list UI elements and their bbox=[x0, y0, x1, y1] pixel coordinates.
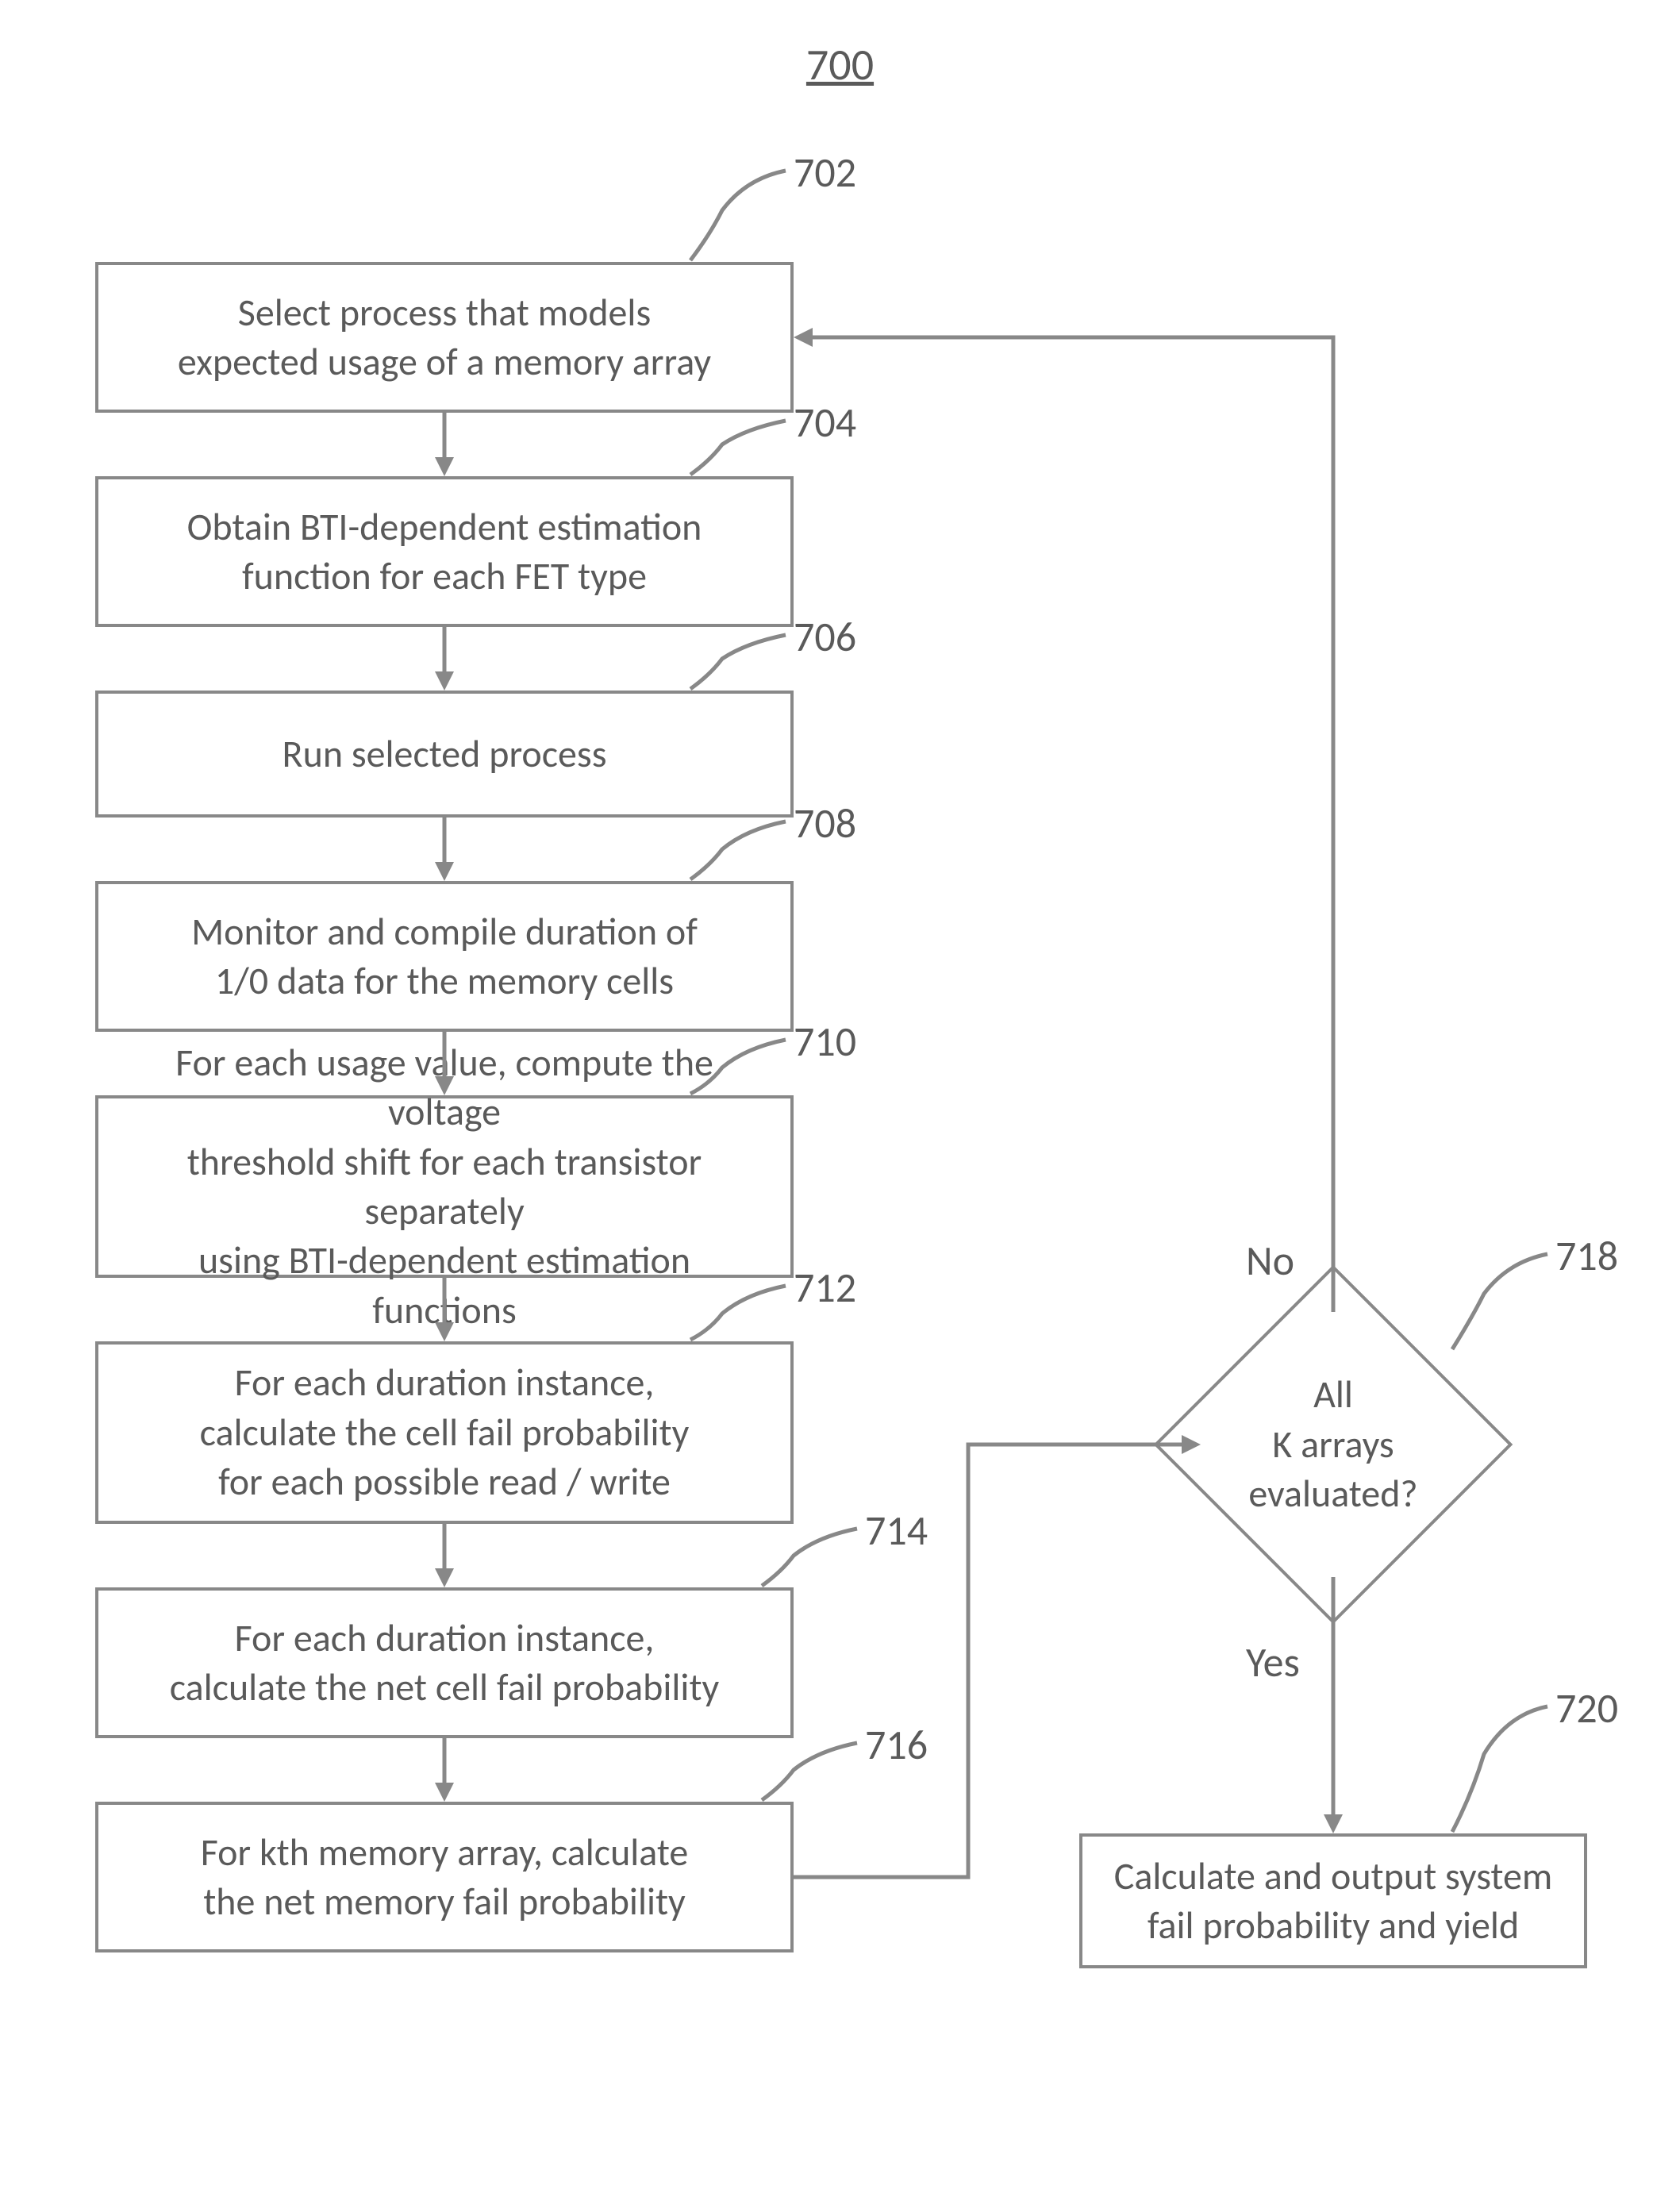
node-704: Obtain BTI-dependent estimationfunction … bbox=[95, 476, 794, 627]
node-716: For kth memory array, calculatethe net m… bbox=[95, 1802, 794, 1952]
node-708: Monitor and compile duration of1/0 data … bbox=[95, 881, 794, 1032]
node-712: For each duration instance,calculate the… bbox=[95, 1341, 794, 1524]
ref-712: 712 bbox=[794, 1262, 856, 1313]
node-720-text: Calculate and output systemfail probabil… bbox=[1114, 1852, 1552, 1951]
ref-718: 718 bbox=[1555, 1230, 1618, 1281]
node-702: Select process that modelsexpected usage… bbox=[95, 262, 794, 413]
ref-720: 720 bbox=[1555, 1683, 1618, 1733]
ref-706: 706 bbox=[794, 611, 856, 662]
figure-title: 700 bbox=[0, 38, 1680, 92]
node-718: AllK arraysevaluated? bbox=[1206, 1318, 1460, 1572]
node-706-text: Run selected process bbox=[283, 729, 607, 779]
edge-no-label: No bbox=[1246, 1235, 1294, 1286]
ref-716: 716 bbox=[865, 1719, 928, 1770]
ref-704: 704 bbox=[794, 397, 856, 448]
node-714: For each duration instance,calculate the… bbox=[95, 1587, 794, 1738]
node-702-text: Select process that modelsexpected usage… bbox=[178, 288, 711, 387]
node-714-text: For each duration instance,calculate the… bbox=[170, 1614, 720, 1713]
node-706: Run selected process bbox=[95, 691, 794, 818]
node-720: Calculate and output systemfail probabil… bbox=[1079, 1833, 1587, 1968]
node-708-text: Monitor and compile duration of1/0 data … bbox=[191, 907, 698, 1006]
node-704-text: Obtain BTI-dependent estimationfunction … bbox=[187, 502, 702, 602]
node-710-text: For each usage value, compute the voltag… bbox=[122, 1038, 767, 1335]
node-718-text: AllK arraysevaluated? bbox=[1206, 1318, 1460, 1572]
ref-714: 714 bbox=[865, 1505, 928, 1556]
node-712-text: For each duration instance,calculate the… bbox=[200, 1358, 690, 1506]
ref-708: 708 bbox=[794, 798, 856, 848]
ref-710: 710 bbox=[794, 1016, 856, 1067]
node-710: For each usage value, compute the voltag… bbox=[95, 1095, 794, 1278]
node-716-text: For kth memory array, calculatethe net m… bbox=[201, 1828, 689, 1927]
edge-yes-label: Yes bbox=[1246, 1637, 1300, 1687]
ref-702: 702 bbox=[794, 147, 856, 198]
